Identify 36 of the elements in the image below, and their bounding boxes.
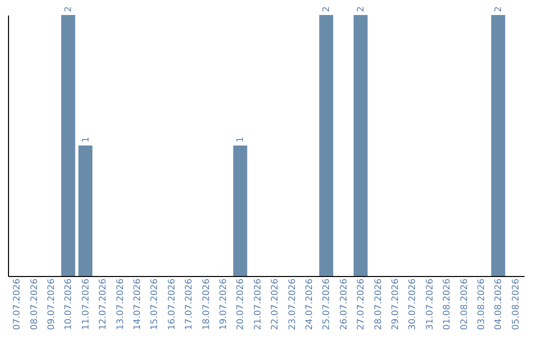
x-tick-label: 15.07.2026 bbox=[150, 278, 160, 330]
x-tick-label: 09.07.2026 bbox=[47, 278, 57, 330]
x-tick-label: 04.08.2026 bbox=[494, 278, 504, 330]
data-label: 2 bbox=[494, 6, 504, 12]
x-tick-label: 12.07.2026 bbox=[98, 278, 109, 330]
x-tick-label: 08.07.2026 bbox=[30, 278, 40, 330]
x-tick-label: 10.07.2026 bbox=[64, 278, 74, 330]
x-tick-label: 18.07.2026 bbox=[202, 278, 212, 330]
x-tick-label: 26.07.2026 bbox=[339, 278, 350, 330]
x-tick-label: 27.07.2026 bbox=[356, 278, 367, 330]
x-tick-label: 02.08.2026 bbox=[460, 278, 470, 330]
x-tick-label: 20.07.2026 bbox=[236, 278, 246, 330]
x-tick-label: 23.07.2026 bbox=[288, 278, 298, 330]
x-tick-label: 22.07.2026 bbox=[270, 278, 281, 330]
data-label: 1 bbox=[81, 136, 92, 142]
data-label: 2 bbox=[356, 6, 367, 12]
data-label: 1 bbox=[236, 136, 246, 142]
x-tick-label: 16.07.2026 bbox=[167, 278, 178, 330]
x-tick-label: 25.07.2026 bbox=[322, 278, 332, 330]
x-tick-label: 13.07.2026 bbox=[116, 278, 126, 330]
x-tick-label: 19.07.2026 bbox=[219, 278, 229, 330]
x-tick-label: 30.07.2026 bbox=[408, 278, 418, 330]
data-label: 2 bbox=[64, 6, 74, 12]
x-tick-label: 28.07.2026 bbox=[374, 278, 384, 330]
data-label: 2 bbox=[322, 6, 332, 12]
x-tick-label: 05.08.2026 bbox=[511, 278, 522, 330]
x-tick-label: 11.07.2026 bbox=[81, 278, 92, 330]
x-tick-label: 14.07.2026 bbox=[133, 278, 143, 330]
x-tick-label: 29.07.2026 bbox=[391, 278, 401, 330]
x-tick-label: 01.08.2026 bbox=[442, 278, 453, 330]
x-tick-label: 31.07.2026 bbox=[425, 278, 436, 330]
x-tick-label: 24.07.2026 bbox=[305, 278, 315, 330]
x-tick-label: 21.07.2026 bbox=[253, 278, 264, 330]
x-tick-label: 03.08.2026 bbox=[477, 278, 487, 330]
x-tick-label: 07.07.2026 bbox=[12, 278, 23, 330]
x-tick-label: 17.07.2026 bbox=[184, 278, 195, 330]
